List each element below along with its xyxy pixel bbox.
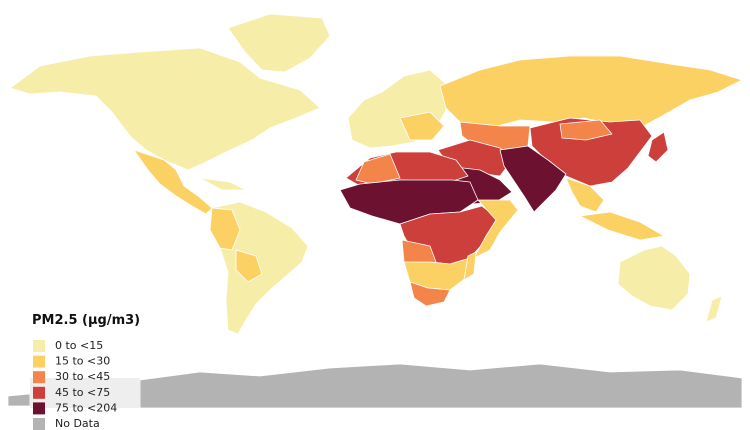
- map-regions: [7, 13, 743, 409]
- region: [199, 177, 247, 191]
- region: [579, 211, 665, 241]
- region: [617, 245, 691, 311]
- region: [499, 145, 567, 213]
- legend-label: 75 to <204: [55, 401, 117, 414]
- region: [133, 149, 213, 215]
- region: [409, 281, 451, 307]
- legend-label: 45 to <75: [55, 386, 110, 399]
- legend-swatch: [33, 402, 45, 415]
- region: [9, 47, 321, 171]
- region: [399, 111, 445, 141]
- region: [705, 295, 723, 323]
- legend-label: 15 to <30: [55, 355, 110, 368]
- legend-label: No Data: [55, 417, 100, 430]
- region: [7, 393, 31, 407]
- region: [209, 207, 241, 251]
- legend-label: 0 to <15: [55, 339, 103, 352]
- legend-label: 30 to <45: [55, 370, 110, 383]
- legend-swatch: [33, 371, 45, 384]
- region: [139, 363, 743, 409]
- map-background-patch: [30, 378, 140, 408]
- legend-swatch: [33, 386, 45, 399]
- legend-swatch: [33, 418, 45, 430]
- region: [473, 199, 519, 259]
- region: [463, 251, 477, 281]
- legend-title: PM2.5 (μg/m3): [32, 313, 140, 328]
- legend: PM2.5 (μg/m3) 0 to <15 15 to <30 30 to <45…: [32, 313, 140, 430]
- region: [559, 119, 613, 141]
- region: [439, 55, 743, 129]
- region: [235, 249, 263, 283]
- region: [227, 13, 331, 73]
- legend-swatch: [33, 340, 45, 352]
- region: [647, 131, 669, 163]
- legend-swatch: [33, 355, 45, 368]
- region: [565, 177, 605, 213]
- legend-items: 0 to <15 15 to <30 30 to <45 45 to <75 75 to…: [33, 339, 117, 430]
